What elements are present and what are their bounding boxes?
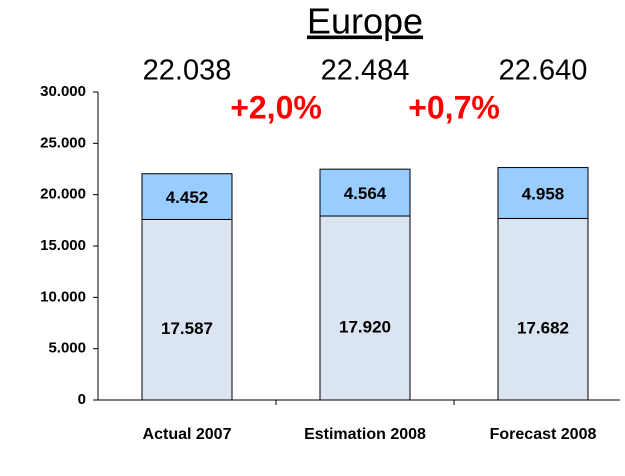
bar-segment — [497, 217, 589, 401]
value-label: 4.564 — [344, 184, 387, 203]
value-label: 17.920 — [339, 317, 391, 336]
y-tick-label: 15.000 — [40, 237, 86, 254]
x-tick-label: Estimation 2008 — [304, 426, 426, 443]
value-label: 4.452 — [166, 188, 209, 207]
x-tick-label: Actual 2007 — [142, 426, 232, 443]
bar-segment — [319, 215, 411, 401]
y-tick-label: 30.000 — [40, 83, 86, 100]
chart-title: Europe — [307, 1, 423, 42]
total-label: 22.484 — [321, 55, 410, 87]
y-tick-label: 0 — [78, 391, 86, 408]
growth-label: +0,7% — [408, 89, 500, 125]
bar-segment — [141, 173, 233, 220]
y-tick-label: 5.000 — [48, 340, 86, 357]
total-label: 22.640 — [499, 55, 588, 87]
bar-segment — [141, 218, 233, 401]
bar-segment — [497, 167, 589, 219]
total-label: 22.038 — [143, 55, 232, 87]
growth-label: +2,0% — [230, 89, 322, 125]
y-tick-label: 25.000 — [40, 134, 86, 151]
bar-segment — [319, 168, 411, 217]
x-tick-label: Forecast 2008 — [489, 426, 597, 443]
y-tick-label: 10.000 — [40, 288, 86, 305]
value-label: 17.682 — [517, 319, 569, 338]
value-label: 17.587 — [161, 319, 213, 338]
value-label: 4.958 — [522, 184, 565, 203]
y-tick-label: 20.000 — [40, 186, 86, 203]
